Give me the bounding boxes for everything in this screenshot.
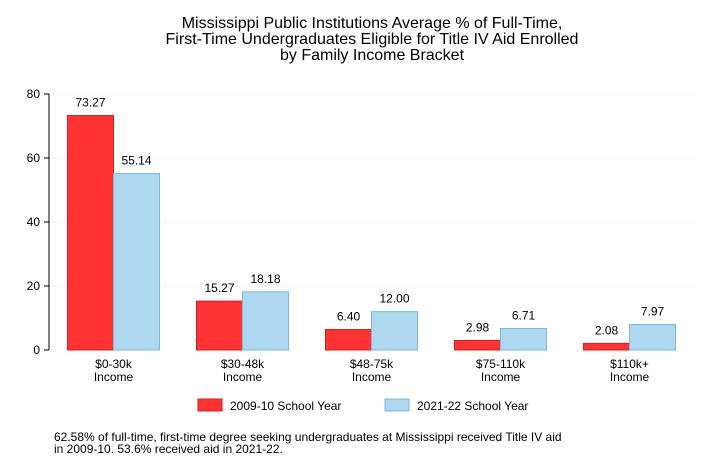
x-category-label: $75-110k [476, 357, 526, 371]
x-category-label: Income [94, 370, 134, 384]
data-label: 15.27 [204, 281, 234, 295]
bar-series2 [371, 311, 418, 351]
bar-series1 [454, 339, 501, 351]
legend: 2009-10 School Year 2021-22 School Year [197, 398, 528, 413]
data-label: 55.14 [121, 154, 151, 168]
chart-title-line: Mississippi Public Institutions Average … [182, 15, 563, 32]
bar-series2 [113, 173, 160, 351]
legend-label: 2009-10 School Year [230, 399, 341, 413]
bar-series1 [325, 329, 372, 351]
x-category-label: Income [481, 370, 521, 384]
y-tick-label: 20 [27, 279, 41, 293]
x-category-label: $0-30k [95, 357, 133, 371]
x-category-label: Income [352, 370, 392, 384]
data-label: 7.97 [641, 304, 665, 318]
data-label: 2.08 [595, 323, 619, 337]
legend-swatch [384, 398, 410, 412]
data-label: 6.71 [512, 309, 536, 323]
y-tick-label: 0 [33, 343, 40, 357]
y-tick-label: 40 [27, 215, 41, 229]
chart-title-line: First-Time Undergraduates Eligible for T… [166, 31, 579, 48]
x-category-label: Income [610, 370, 650, 384]
data-label: 2.98 [466, 320, 490, 334]
bar-series2 [629, 323, 676, 351]
x-category-label: $48-75k [350, 357, 394, 371]
y-tick-label: 80 [27, 87, 41, 101]
data-labels: 73.27 55.14 15.27 18.18 6.40 12.00 2.98 6.71 2.0… [75, 96, 664, 338]
data-label: 18.18 [250, 272, 280, 286]
y-axis-ticks: 0 20 40 60 80 [27, 87, 49, 357]
y-tick-label: 60 [27, 151, 41, 165]
footnote: 62.58% of full-time, first-time degree s… [54, 430, 562, 456]
chart-title-line: by Family Income Bracket [280, 47, 465, 64]
bars [67, 115, 676, 351]
bar-series1 [583, 342, 630, 351]
legend-swatch [197, 398, 223, 412]
x-category-label: Income [223, 370, 263, 384]
data-label: 73.27 [75, 96, 105, 110]
data-label: 6.40 [337, 310, 361, 324]
bar-series1 [196, 300, 243, 351]
chart-title: Mississippi Public Institutions Average … [166, 15, 579, 64]
bar-series1 [67, 115, 114, 351]
bar-series2 [500, 328, 547, 351]
bar-series2 [242, 291, 289, 351]
data-label: 12.00 [379, 292, 409, 306]
x-category-label: $30-48k [221, 357, 265, 371]
x-axis-categories: $0-30kIncome$30-48kIncome$48-75kIncome$7… [94, 357, 650, 384]
legend-label: 2021-22 School Year [417, 399, 528, 413]
x-category-label: $110k+ [610, 357, 649, 371]
